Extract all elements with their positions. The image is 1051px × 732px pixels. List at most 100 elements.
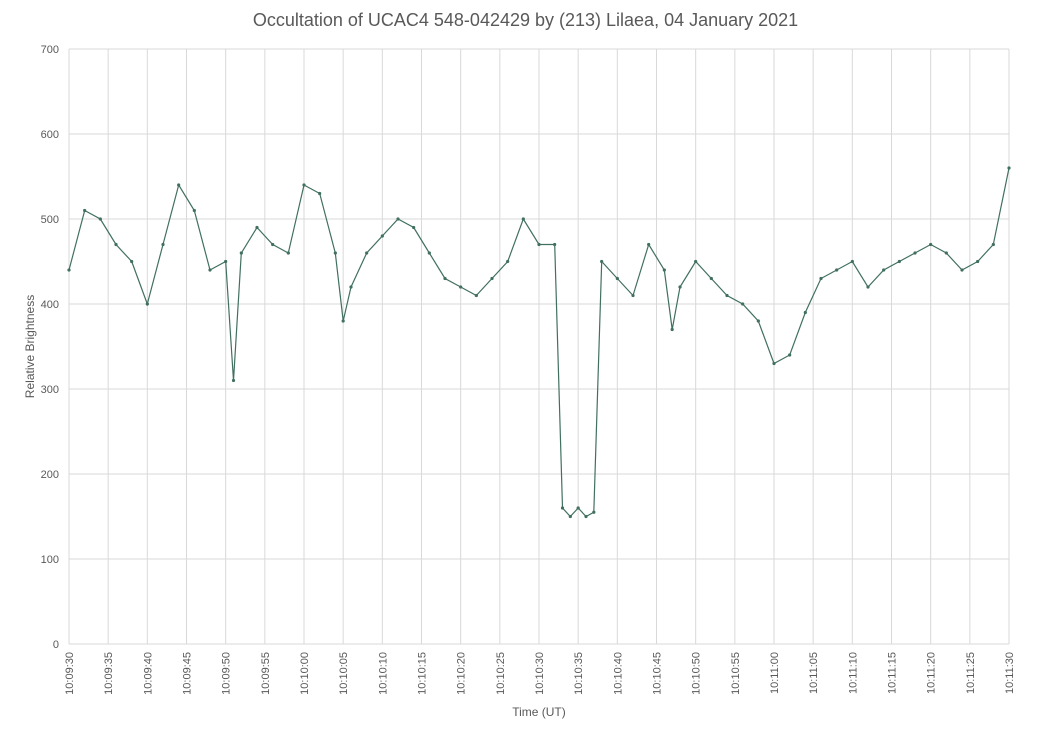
y-tick-label: 0: [53, 639, 59, 651]
x-tick-label: 10:09:45: [182, 652, 194, 695]
x-tick-label: 10:10:30: [534, 652, 546, 695]
data-point: [756, 319, 760, 323]
x-tick-label: 10:09:35: [103, 652, 115, 695]
data-point: [803, 310, 807, 315]
data-point: [333, 251, 337, 255]
x-tick-label: 10:11:30: [1004, 652, 1016, 694]
data-point: [365, 251, 369, 255]
x-tick-label: 10:10:05: [338, 652, 350, 695]
x-tick-label: 10:10:40: [612, 652, 624, 695]
y-tick-label: 100: [41, 554, 59, 566]
data-point: [521, 217, 525, 221]
data-point: [67, 268, 71, 272]
chart-title: Occultation of UCAC4 548-042429 by (213)…: [252, 10, 799, 30]
data-point: [286, 251, 290, 255]
data-point: [506, 259, 510, 264]
data-point: [944, 251, 948, 255]
y-tick-label: 200: [41, 469, 59, 481]
data-point: [318, 191, 322, 196]
data-point: [553, 242, 557, 247]
data-point: [130, 259, 134, 264]
data-point: [788, 353, 792, 357]
x-tick-label: 10:09:50: [221, 652, 233, 695]
data-point: [208, 268, 212, 272]
y-tick-label: 500: [41, 214, 59, 226]
data-point: [98, 217, 102, 221]
x-tick-label: 10:10:20: [456, 652, 468, 695]
x-tick-label: 10:09:55: [260, 652, 272, 695]
x-tick-label: 10:09:40: [142, 652, 154, 695]
data-point: [991, 242, 995, 247]
data-point: [678, 285, 682, 289]
data-point: [474, 293, 478, 298]
data-point: [231, 378, 236, 383]
data-point: [412, 225, 416, 230]
data-point: [600, 259, 604, 264]
y-tick-label: 700: [41, 44, 59, 56]
data-point: [913, 251, 917, 255]
x-tick-label: 10:11:10: [847, 652, 859, 694]
data-point: [725, 293, 729, 298]
data-point: [882, 268, 886, 272]
x-tick-label: 10:10:00: [299, 652, 311, 695]
data-point: [647, 242, 651, 247]
data-point: [741, 302, 745, 306]
data-point: [341, 319, 345, 323]
y-axis-title: Relative Brightness: [23, 295, 37, 398]
y-tick-label: 600: [41, 129, 59, 141]
x-tick-label: 10:10:50: [691, 652, 703, 695]
y-tick-label: 400: [41, 299, 59, 311]
data-point: [380, 234, 384, 238]
x-tick-label: 10:10:35: [573, 652, 585, 695]
data-point: [396, 217, 400, 221]
data-point: [897, 259, 901, 264]
x-tick-label: 10:10:10: [377, 652, 389, 695]
data-point: [224, 259, 228, 264]
x-tick-label: 10:11:25: [965, 652, 977, 694]
data-point: [670, 327, 674, 332]
data-point: [819, 276, 823, 281]
y-tick-label: 300: [41, 384, 59, 396]
data-point: [929, 242, 933, 247]
x-tick-label: 10:11:00: [769, 652, 781, 694]
data-point: [443, 276, 447, 281]
data-point: [835, 268, 839, 272]
data-point: [537, 242, 541, 247]
data-point: [560, 506, 565, 510]
data-point: [694, 259, 698, 264]
data-point: [255, 225, 259, 230]
x-axis-title: Time (UT): [512, 705, 566, 719]
data-point: [772, 361, 776, 366]
data-point: [976, 259, 980, 264]
data-point: [662, 268, 666, 272]
data-point: [83, 208, 87, 213]
x-tick-label: 10:11:05: [808, 652, 820, 694]
x-tick-label: 10:10:15: [417, 652, 429, 695]
data-point: [1007, 166, 1011, 170]
x-tick-label: 10:09:30: [64, 652, 76, 695]
x-tick-label: 10:11:15: [887, 652, 899, 694]
data-point: [145, 302, 149, 306]
data-point: [866, 285, 870, 289]
data-point: [239, 251, 243, 255]
data-point: [271, 242, 275, 247]
data-point: [850, 259, 854, 264]
x-tick-label: 10:10:25: [495, 652, 507, 695]
data-point: [349, 285, 353, 289]
data-point: [709, 276, 713, 281]
data-point: [114, 242, 118, 247]
data-point: [960, 268, 964, 272]
x-tick-label: 10:11:20: [926, 652, 938, 694]
data-point: [490, 276, 494, 281]
data-point: [177, 183, 181, 187]
data-point: [576, 506, 580, 510]
data-point: [615, 276, 619, 281]
data-point: [161, 242, 165, 247]
data-point: [302, 183, 306, 187]
x-tick-label: 10:10:55: [730, 652, 742, 695]
data-point: [592, 510, 596, 514]
data-point: [427, 251, 431, 255]
data-point: [568, 514, 572, 519]
